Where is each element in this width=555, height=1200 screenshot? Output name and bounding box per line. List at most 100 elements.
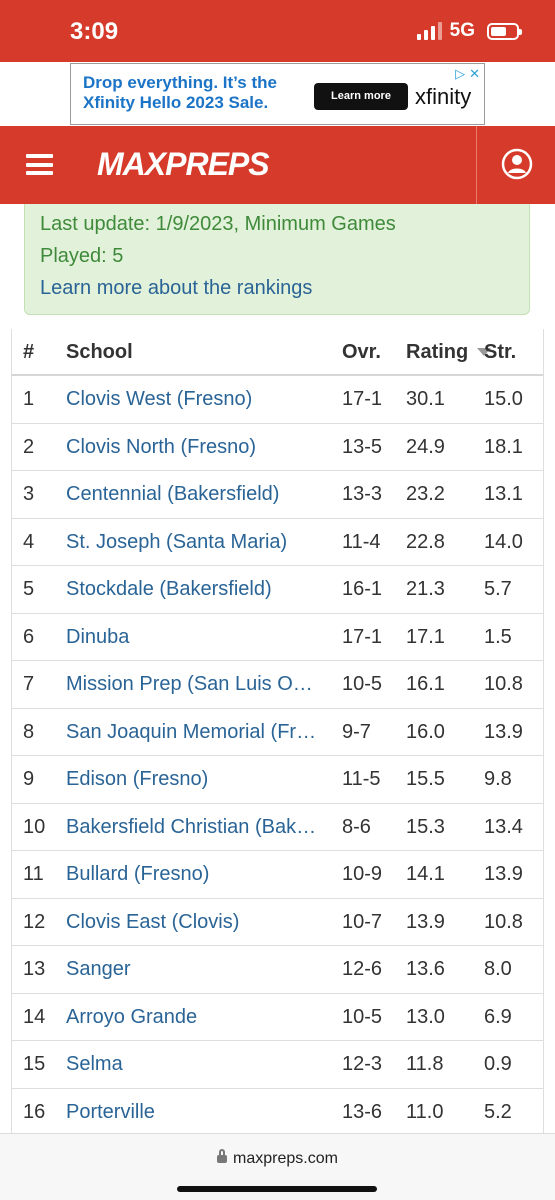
school-link[interactable]: Sanger <box>66 958 131 980</box>
ad-choices[interactable]: ▷ ✕ <box>455 66 480 82</box>
table-row[interactable]: 1 Clovis West (Fresno) 17-1 30.1 15.0 <box>12 376 543 424</box>
school-link[interactable]: Centennial (Bakersfield) <box>66 483 280 505</box>
overall-record-cell: 11-4 <box>342 530 381 553</box>
user-account-icon[interactable] <box>501 148 533 180</box>
table-row[interactable]: 12 Clovis East (Clovis) 10-7 13.9 10.8 <box>12 899 543 946</box>
rank-cell: 10 <box>23 815 46 838</box>
rating-cell: 23.2 <box>406 483 445 505</box>
overall-record-cell: 11-5 <box>342 768 381 790</box>
school-link[interactable]: Selma <box>66 1053 123 1075</box>
network-type: 5G <box>449 20 475 41</box>
table-row[interactable]: 4 St. Joseph (Santa Maria) 11-4 22.8 14.0 <box>12 519 543 566</box>
status-bar: 3:09 5G <box>0 0 555 62</box>
school-link[interactable]: Edison (Fresno) <box>66 768 209 790</box>
overall-record-cell: 8-6 <box>342 815 371 838</box>
strength-cell: 14.0 <box>484 530 523 553</box>
ad-learn-more-button[interactable]: Learn more <box>314 83 408 110</box>
column-strength[interactable]: Str. <box>484 341 517 363</box>
column-rank[interactable]: # <box>23 341 35 363</box>
rating-cell: 13.0 <box>406 1005 445 1028</box>
column-school[interactable]: School <box>66 341 133 363</box>
table-row[interactable]: 10 Bakersfield Christian (Bak… 8-6 15.3 13.4 <box>12 804 543 851</box>
school-link[interactable]: Clovis East (Clovis) <box>66 910 240 933</box>
overall-record-cell: 17-1 <box>342 388 383 410</box>
battery-icon <box>487 22 522 40</box>
table-row[interactable]: 9 Edison (Fresno) 11-5 15.5 9.8 <box>12 756 543 804</box>
rank-cell: 6 <box>23 625 35 648</box>
ad-choices-icon[interactable]: ▷ <box>455 66 466 81</box>
table-row[interactable]: 11 Bullard (Fresno) 10-9 14.1 13.9 <box>12 851 543 899</box>
table-row[interactable]: 3 Centennial (Bakersfield) 13-3 23.2 13.1 <box>12 471 543 519</box>
overall-record-cell: 13-5 <box>342 435 383 458</box>
strength-cell: 15.0 <box>484 388 523 410</box>
rank-cell: 13 <box>23 958 46 980</box>
rating-cell: 15.3 <box>406 815 445 838</box>
strength-cell: 5.2 <box>484 1100 512 1123</box>
school-link[interactable]: Arroyo Grande <box>66 1005 198 1028</box>
table-row[interactable]: 13 Sanger 12-6 13.6 8.0 <box>12 946 543 994</box>
overall-record-cell: 13-3 <box>342 483 383 505</box>
site-header: MAXPREPS <box>0 126 555 204</box>
rating-cell: 30.1 <box>406 388 445 410</box>
table-header: # School Ovr. Rating Str. <box>12 329 543 376</box>
rank-cell: 12 <box>23 910 46 933</box>
table-row[interactable]: 7 Mission Prep (San Luis O… 10-5 16.1 10.8 <box>12 661 543 709</box>
rating-cell: 11.0 <box>406 1100 444 1123</box>
ad-headline[interactable]: Drop everything. It’s the Xfinity Hello … <box>83 73 277 112</box>
school-link[interactable]: Dinuba <box>66 625 130 648</box>
school-link[interactable]: Bullard (Fresno) <box>66 863 210 885</box>
menu-icon[interactable] <box>26 154 53 175</box>
strength-cell: 6.9 <box>484 1005 512 1028</box>
table-row[interactable]: 14 Arroyo Grande 10-5 13.0 6.9 <box>12 994 543 1041</box>
site-logo[interactable]: MAXPREPS <box>97 146 270 182</box>
home-indicator[interactable] <box>177 1186 377 1192</box>
strength-cell: 8.0 <box>484 958 512 980</box>
rankings-info-link[interactable]: Learn more about the rankings <box>40 277 313 299</box>
rankings-table: # School Ovr. Rating Str. 1 Clovis West (… <box>11 329 544 1136</box>
rating-cell: 17.1 <box>406 625 445 648</box>
ad-banner-area: Drop everything. It’s the Xfinity Hello … <box>0 62 555 126</box>
overall-record-cell: 13-6 <box>342 1100 383 1123</box>
school-link[interactable]: Porterville <box>66 1100 155 1123</box>
school-link[interactable]: Bakersfield Christian (Bak… <box>66 815 317 838</box>
ad-close-icon[interactable]: ✕ <box>469 66 480 81</box>
table-row[interactable]: 2 Clovis North (Fresno) 13-5 24.9 18.1 <box>12 424 543 471</box>
overall-record-cell: 17-1 <box>342 625 383 648</box>
table-row[interactable]: 15 Selma 12-3 11.8 0.9 <box>12 1041 543 1089</box>
overall-record-cell: 12-3 <box>342 1053 383 1075</box>
table-row[interactable]: 8 San Joaquin Memorial (Fr… 9-7 16.0 13.9 <box>12 709 543 756</box>
school-link[interactable]: Clovis North (Fresno) <box>66 435 257 458</box>
strength-cell: 10.8 <box>484 673 523 695</box>
rank-cell: 7 <box>23 673 35 695</box>
table-row[interactable]: 5 Stockdale (Bakersfield) 16-1 21.3 5.7 <box>12 566 543 614</box>
strength-cell: 1.5 <box>484 625 512 648</box>
rating-cell: 24.9 <box>406 435 445 458</box>
school-link[interactable]: Mission Prep (San Luis O… <box>66 673 313 695</box>
school-link[interactable]: Clovis West (Fresno) <box>66 388 253 410</box>
rating-cell: 11.8 <box>406 1053 444 1075</box>
url-text[interactable]: maxpreps.com <box>233 1150 338 1167</box>
school-link[interactable]: St. Joseph (Santa Maria) <box>66 530 288 553</box>
sort-descending-icon[interactable] <box>477 348 491 356</box>
overall-record-cell: 10-9 <box>342 863 383 885</box>
strength-cell: 18.1 <box>484 435 523 458</box>
rating-cell: 22.8 <box>406 530 445 553</box>
strength-cell: 13.9 <box>484 720 523 743</box>
school-link[interactable]: Stockdale (Bakersfield) <box>66 578 272 600</box>
overall-record-cell: 10-5 <box>342 1005 383 1028</box>
browser-bottom-bar: maxpreps.com <box>0 1133 555 1200</box>
ad-banner[interactable]: Drop everything. It’s the Xfinity Hello … <box>70 63 485 125</box>
school-link[interactable]: San Joaquin Memorial (Fr… <box>66 720 317 743</box>
strength-cell: 13.1 <box>484 483 523 505</box>
overall-record-cell: 12-6 <box>342 958 383 980</box>
rating-cell: 16.0 <box>406 720 445 743</box>
rank-cell: 8 <box>23 720 35 743</box>
column-overall[interactable]: Ovr. <box>342 341 381 363</box>
address-bar[interactable]: maxpreps.com <box>0 1149 555 1168</box>
table-body: 1 Clovis West (Fresno) 17-1 30.1 15.0 2 Clovis… <box>12 376 543 1136</box>
strength-cell: 10.8 <box>484 910 523 933</box>
table-row[interactable]: 6 Dinuba 17-1 17.1 1.5 <box>12 614 543 661</box>
column-rating[interactable]: Rating <box>406 341 469 363</box>
table-row[interactable]: 16 Porterville 13-6 11.0 5.2 <box>12 1089 543 1136</box>
header-divider <box>476 126 477 204</box>
